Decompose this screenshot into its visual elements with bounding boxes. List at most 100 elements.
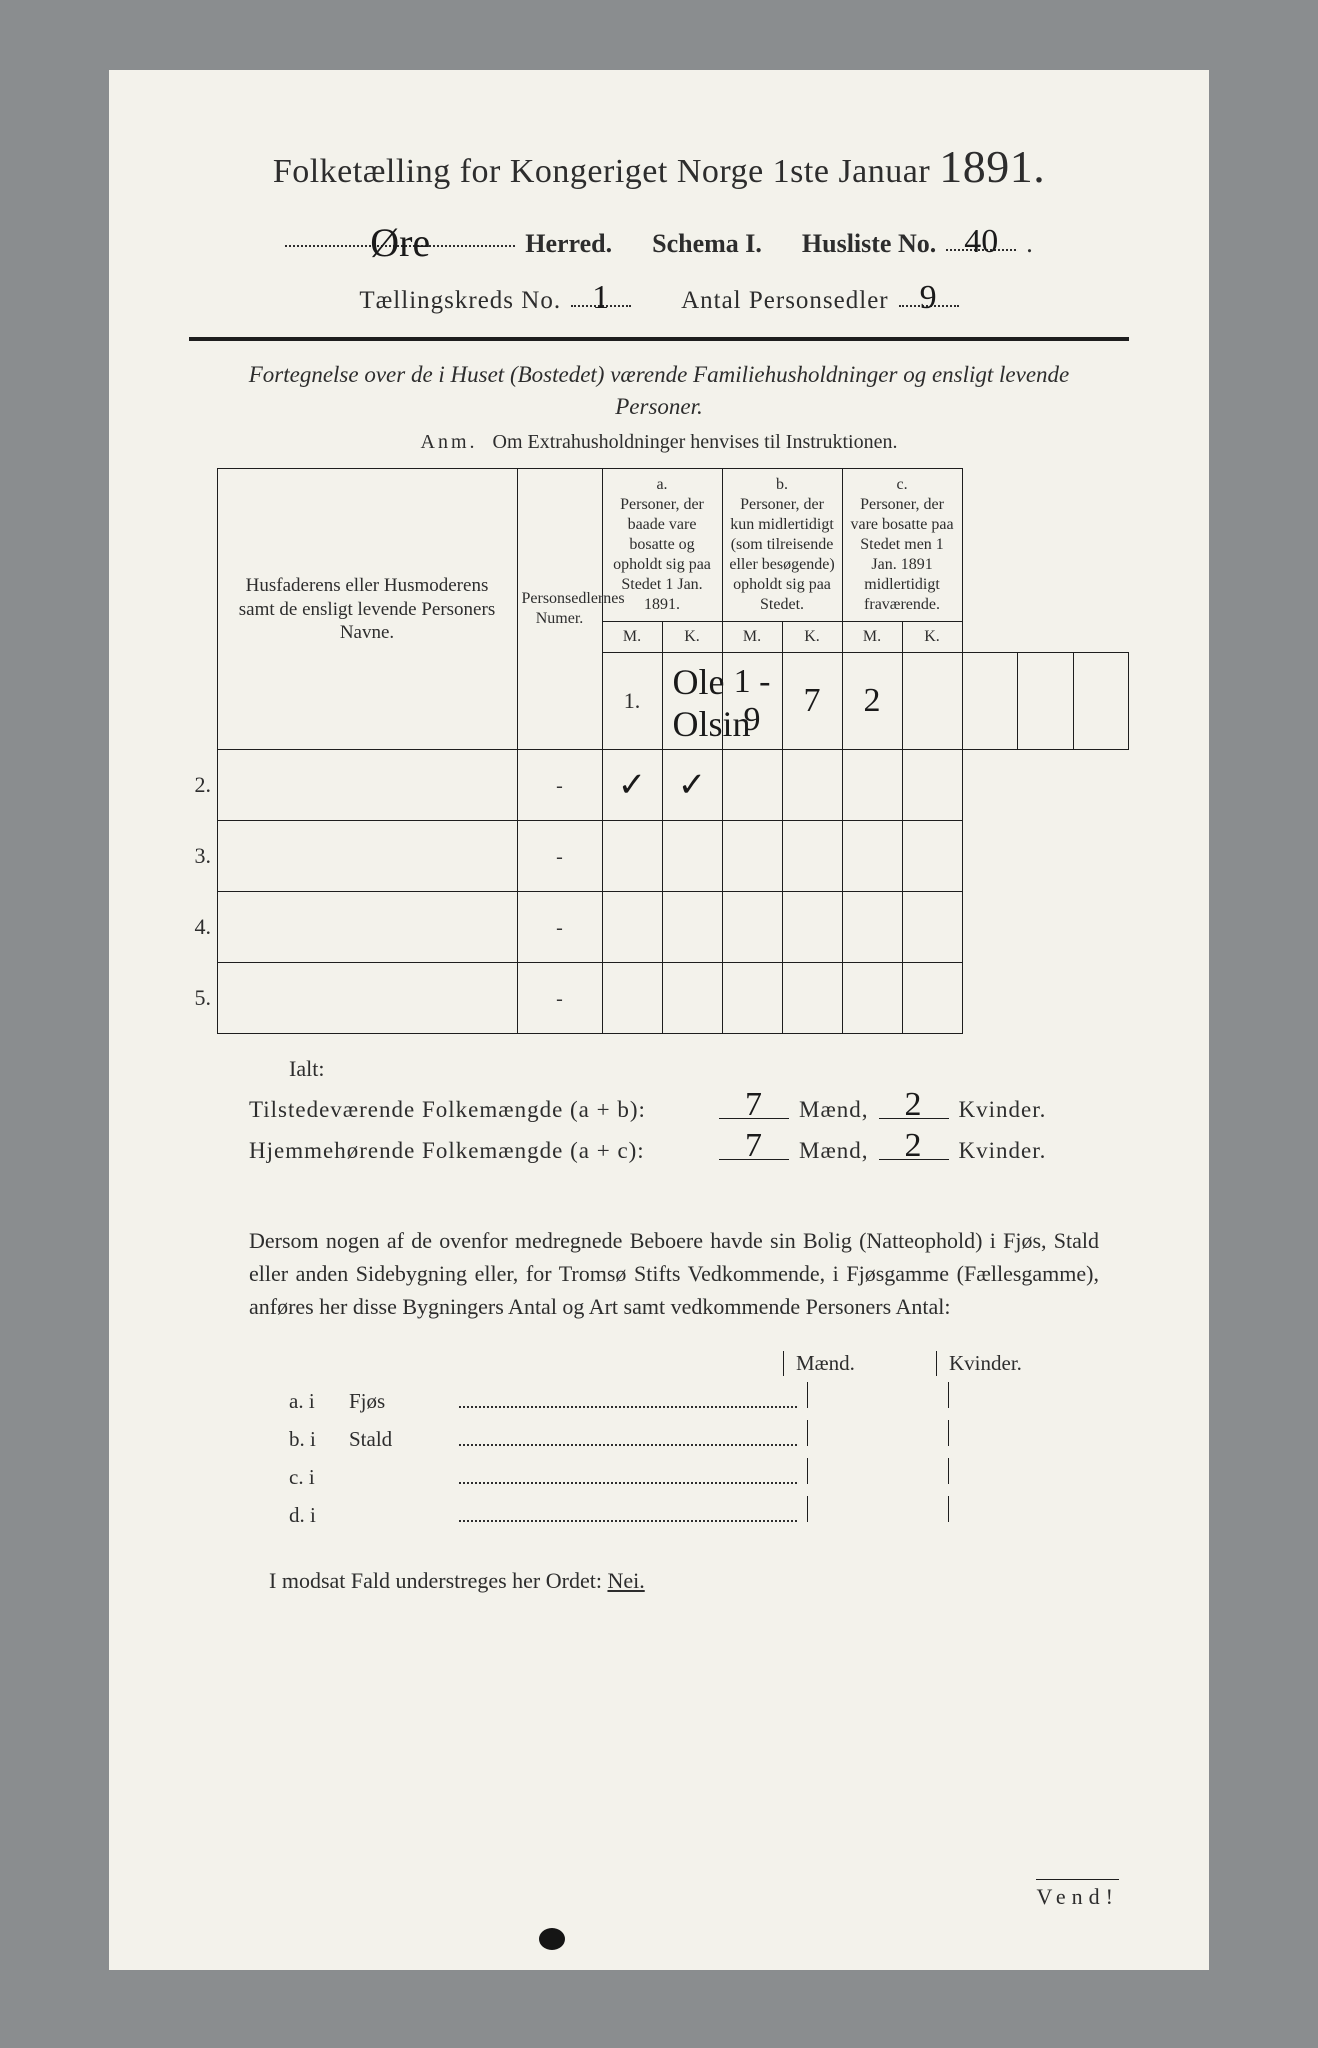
building-row: a. i Fjøs <box>289 1382 1089 1414</box>
kvinder-label: Kvinder. <box>959 1097 1047 1123</box>
kreds-field: 1 <box>571 279 631 307</box>
census-table: Husfaderens eller Husmoderens samt de en… <box>189 468 1129 1034</box>
c-k-cell <box>902 750 962 821</box>
b-m-cell <box>722 963 782 1034</box>
subtitle: Fortegnelse over de i Huset (Bostedet) v… <box>229 359 1089 423</box>
husliste-label: Husliste No. <box>802 229 936 259</box>
buildings-maend-head: Mænd. <box>783 1351 936 1376</box>
anm-text: Om Extrahusholdninger henvises til Instr… <box>493 431 898 453</box>
col-b-k: K. <box>782 622 842 653</box>
table-row: 5. <box>189 963 1129 1034</box>
sum-present-label: Tilstedeværende Folkemængde (a + b): <box>249 1097 709 1123</box>
nei-word: Nei. <box>607 1568 644 1593</box>
c-m-cell <box>842 821 902 892</box>
c-k-cell <box>902 892 962 963</box>
row-number: 2. <box>189 750 217 821</box>
b-m-cell <box>722 821 782 892</box>
nei-prefix: I modsat Fald understreges her Ordet: <box>269 1568 602 1593</box>
num-cell <box>517 963 602 1034</box>
sum-present-m-field: 7 <box>719 1088 789 1119</box>
kreds-value: 1 <box>592 279 610 316</box>
a-m-cell <box>602 963 662 1034</box>
nei-line: I modsat Fald understreges her Ordet: Ne… <box>269 1568 1129 1594</box>
c-m-cell <box>842 750 902 821</box>
col-c-k: K. <box>902 622 962 653</box>
a-m-cell <box>602 821 662 892</box>
a-k-cell: ✓ <box>662 750 722 821</box>
header-line-2: Tællingskreds No. 1 Antal Personsedler 9 <box>189 279 1129 315</box>
row-number: 4. <box>189 892 217 963</box>
building-row: c. i <box>289 1458 1089 1490</box>
ialt-label: Ialt: <box>289 1056 1129 1082</box>
c-k-cell <box>902 821 962 892</box>
antal-value: 9 <box>920 279 938 316</box>
sum-line-present: Tilstedeværende Folkemængde (a + b): 7 M… <box>249 1088 1129 1123</box>
col-c-header: c. Personer, der vare bosatte paa Stedet… <box>842 469 962 622</box>
sum-resident-k-field: 2 <box>879 1129 949 1160</box>
vend-label: Vend! <box>1036 1879 1119 1910</box>
title-year: 1891. <box>939 141 1045 192</box>
a-k-cell <box>662 892 722 963</box>
instructions-paragraph: Dersom nogen af de ovenfor medregnede Be… <box>249 1224 1099 1323</box>
row-number: 3. <box>189 821 217 892</box>
b-k-cell <box>782 892 842 963</box>
annotation-line: Anm. Om Extrahusholdninger henvises til … <box>189 431 1129 454</box>
b-k-cell <box>782 821 842 892</box>
kreds-label: Tællingskreds No. <box>359 287 561 315</box>
herred-value: Øre <box>370 220 430 265</box>
col-c-m: M. <box>842 622 902 653</box>
herred-field: Øre <box>285 215 515 247</box>
c-m-cell <box>842 963 902 1034</box>
b-k-cell <box>962 653 1017 750</box>
num-cell <box>517 892 602 963</box>
maend-label: Mænd, <box>799 1097 869 1123</box>
table-row: 3. <box>189 821 1129 892</box>
kvinder-label: Kvinder. <box>959 1138 1047 1164</box>
row-number: 1. <box>602 653 662 750</box>
schema-label: Schema I. <box>652 229 762 259</box>
c-k-cell <box>1073 653 1129 750</box>
a-k-cell <box>662 821 722 892</box>
num-cell <box>517 821 602 892</box>
col-num-header: Personsedlernes Numer. <box>517 469 602 750</box>
sum-line-resident: Hjemmehørende Folkemængde (a + c): 7 Mæn… <box>249 1129 1129 1164</box>
col-a-m: M. <box>602 622 662 653</box>
sum-resident-label: Hjemmehørende Folkemængde (a + c): <box>249 1138 709 1164</box>
census-form-page: Folketælling for Kongeriget Norge 1ste J… <box>109 70 1209 1970</box>
name-cell <box>217 750 517 821</box>
herred-label: Herred. <box>525 229 612 259</box>
col-b-header: b. Personer, der kun midlertidigt (som t… <box>722 469 842 622</box>
name-cell <box>217 892 517 963</box>
c-m-cell <box>842 892 902 963</box>
page-title: Folketælling for Kongeriget Norge 1ste J… <box>189 140 1129 193</box>
buildings-kvinder-head: Kvinder. <box>936 1351 1089 1376</box>
c-m-cell <box>1018 653 1073 750</box>
header-line-1: Øre Herred. Schema I. Husliste No. 40 . <box>189 215 1129 259</box>
a-k-cell <box>662 963 722 1034</box>
a-m-cell: ✓ <box>602 750 662 821</box>
b-k-cell <box>782 750 842 821</box>
maend-label: Mænd, <box>799 1138 869 1164</box>
buildings-block: Mænd. Kvinder. a. i Fjøs b. i Stald c. i… <box>289 1351 1089 1528</box>
col-names-header: Husfaderens eller Husmoderens samt de en… <box>217 469 517 750</box>
c-k-cell <box>902 963 962 1034</box>
row-number: 5. <box>189 963 217 1034</box>
divider <box>189 337 1129 341</box>
a-k-cell: 2 <box>842 653 902 750</box>
husliste-value: 40 <box>964 223 998 260</box>
building-row: d. i <box>289 1496 1089 1528</box>
antal-label: Antal Personsedler <box>681 287 889 315</box>
building-row: b. i Stald <box>289 1420 1089 1452</box>
a-m-cell <box>602 892 662 963</box>
table-header-row-1: Husfaderens eller Husmoderens samt de en… <box>189 469 1129 622</box>
name-cell <box>217 821 517 892</box>
name-cell: Ole Olsin <box>662 653 722 750</box>
col-b-m: M. <box>722 622 782 653</box>
table-row: 4. <box>189 892 1129 963</box>
ink-spot-icon <box>539 1928 565 1950</box>
b-m-cell <box>722 892 782 963</box>
name-cell <box>217 963 517 1034</box>
antal-field: 9 <box>899 279 959 307</box>
col-a-k: K. <box>662 622 722 653</box>
b-k-cell <box>782 963 842 1034</box>
